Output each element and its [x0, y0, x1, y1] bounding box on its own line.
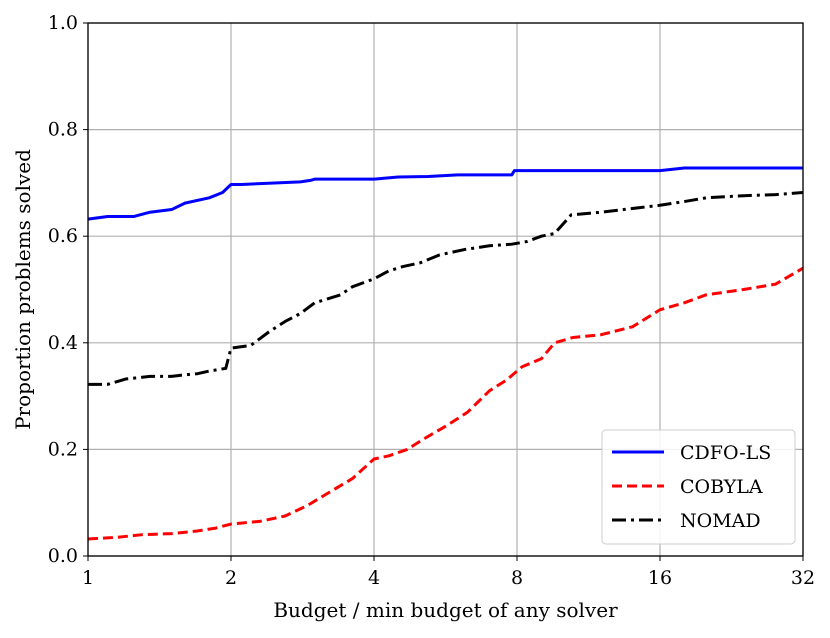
x-tick-label: 2	[225, 567, 237, 589]
x-tick-label: 16	[648, 567, 672, 589]
x-axis-title: Budget / min budget of any solver	[273, 598, 618, 622]
series-lines	[87, 166, 804, 541]
series-line-cdfo-ls	[87, 166, 803, 221]
plot-frame	[87, 22, 804, 557]
series-line-nomad	[88, 190, 804, 386]
y-tick-label: 0.4	[48, 332, 78, 354]
legend-label: NOMAD	[680, 510, 761, 532]
y-axis-title: Proportion problems solved	[11, 149, 35, 430]
legend-box	[601, 429, 796, 545]
legend-label: COBYLA	[680, 476, 763, 498]
x-tick-label: 8	[511, 567, 523, 589]
x-tick-label: 4	[368, 567, 380, 589]
y-tick-label: 0.0	[48, 545, 78, 567]
x-tick-label: 1	[82, 567, 94, 589]
legend: CDFO-LS COBYLA NOMAD	[601, 429, 796, 545]
axis-ticks: 1 2 4 8 16 32 0.0 0.2 0.4 0.6 0.8 1.0	[48, 12, 815, 589]
y-tick-label: 0.8	[48, 119, 78, 141]
y-tick-label: 1.0	[48, 12, 78, 34]
series-line-cobyla	[87, 266, 804, 541]
y-tick-label: 0.6	[48, 225, 78, 247]
y-tick-label: 0.2	[48, 438, 78, 460]
x-tick-label: 32	[791, 567, 815, 589]
legend-label: CDFO-LS	[680, 442, 771, 464]
